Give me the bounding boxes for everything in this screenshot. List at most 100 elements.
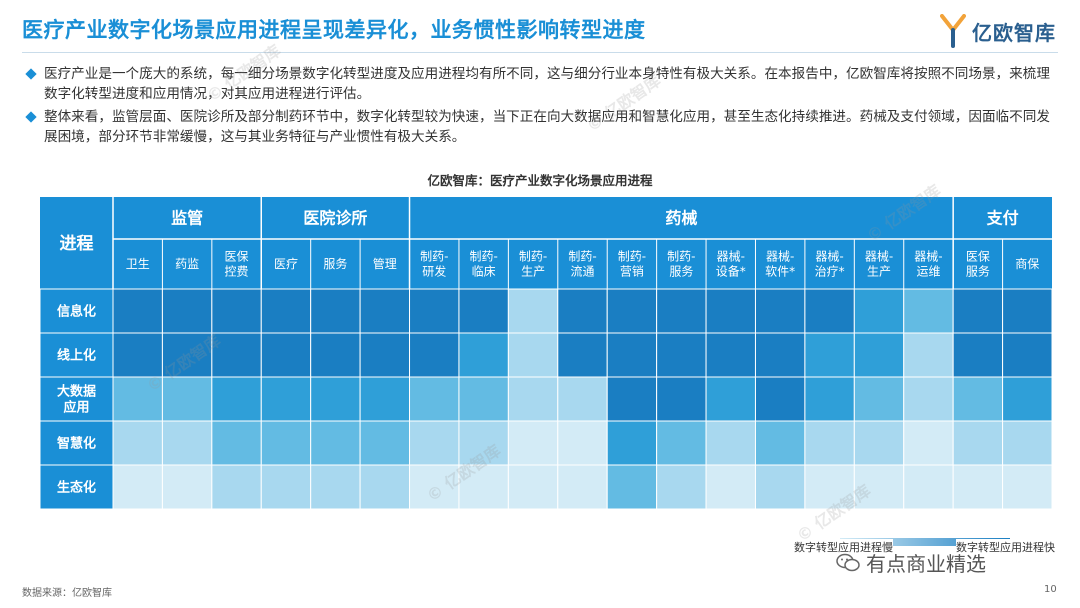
heatmap-cell (606, 376, 658, 422)
color-scale-legend: 数字转型应用进程慢 数字转型应用进程快 (780, 534, 1058, 560)
heatmap-cell (705, 376, 756, 422)
heatmap-cell (1002, 376, 1053, 422)
row-header-cell (39, 420, 114, 466)
heatmap-cell (903, 332, 954, 378)
heatmap-cell (557, 464, 608, 510)
heatmap-cell (952, 420, 1004, 466)
row-header-label: 信息化 (57, 304, 96, 320)
heatmap-cell (656, 376, 707, 422)
heatmap-cell (161, 288, 213, 334)
heatmap-cell (853, 288, 905, 334)
data-source: 数据来源：亿欧智库 (22, 588, 112, 599)
group-header-label: 监管 (171, 209, 203, 228)
column-header-label: 医保控费 (225, 250, 249, 279)
heatmap-cell (310, 288, 361, 334)
heatmap-cell (606, 288, 658, 334)
bullet-text: 整体来看，监管层面、医院诊所及部分制药环节中，数字化转型较为快速，当下正在向大数… (44, 109, 1050, 145)
heatmap-cell (260, 464, 312, 510)
heatmap-cell (705, 420, 756, 466)
heatmap-cell (211, 288, 262, 334)
heatmap-cell (458, 464, 509, 510)
row-header-label: 智慧化 (57, 436, 96, 452)
heatmap-cell (359, 464, 411, 510)
corner-label: 进程 (60, 234, 94, 254)
column-header-label: 医保服务 (966, 250, 990, 279)
heatmap-cell (409, 376, 460, 422)
heatmap-cell (359, 420, 411, 466)
heatmap-cell (557, 288, 608, 334)
column-header-label: 医疗 (274, 257, 298, 271)
group-header-label: 支付 (986, 209, 1019, 228)
heatmap-cell (656, 420, 707, 466)
heatmap-cell (359, 288, 411, 334)
table-header-bg (40, 197, 1052, 289)
legend-gradient-bar (840, 538, 1010, 546)
column-header-label: 器械-设备* (716, 249, 746, 279)
heatmap-cell (705, 464, 756, 510)
heatmap-cell (606, 464, 658, 510)
heatmap-cell (606, 332, 658, 378)
row-header-label: 大数据应用 (57, 383, 96, 415)
heatmap-cell (458, 376, 509, 422)
heatmap-cell (1002, 288, 1053, 334)
column-header-label: 服务 (323, 256, 347, 271)
heatmap-cell (112, 376, 163, 422)
column-header-label: 制药-临床 (469, 250, 497, 279)
bullet-item: 整体来看，监管层面、医院诊所及部分制药环节中，数字化转型较为快速，当下正在向大数… (25, 107, 1062, 147)
heatmap-cell (952, 376, 1004, 422)
heatmap-cell (310, 464, 361, 510)
heatmap-cell (161, 420, 213, 466)
heatmap-cell (656, 288, 707, 334)
heatmap-cell (112, 288, 163, 334)
heatmap-cell (1002, 464, 1053, 510)
wechat-icon (836, 553, 860, 571)
heatmap-cell (161, 332, 213, 378)
heatmap-cell (409, 332, 460, 378)
heatmap-cell (211, 332, 262, 378)
brand-logo: 亿欧智库 (940, 14, 1056, 48)
heatmap-cell (754, 420, 806, 466)
row-header-cell (39, 376, 114, 422)
heatmap-cell (310, 420, 361, 466)
heatmap-cell (804, 376, 855, 422)
heatmap-cell (952, 332, 1004, 378)
heatmap-cell (112, 332, 163, 378)
heatmap-cell (952, 288, 1004, 334)
column-header-label: 卫生 (126, 257, 150, 271)
page-number: 10 (1044, 584, 1057, 595)
group-header-label: 医院诊所 (303, 209, 367, 228)
heatmap-cell (1002, 420, 1053, 466)
heatmap-cell (754, 464, 806, 510)
column-header-label: 药监 (175, 257, 199, 271)
heatmap-cell (507, 376, 559, 422)
heatmap-cell (903, 288, 954, 334)
heatmap-cell (705, 288, 756, 334)
heatmap-cell (260, 376, 312, 422)
group-header-label: 药械 (665, 209, 697, 228)
column-header-label: 器械-生产 (865, 249, 893, 279)
column-header-label: 制药-服务 (667, 250, 695, 279)
page-title: 医疗产业数字化场景应用进程呈现差异化，业务惯性影响转型进度 (22, 18, 646, 42)
heatmap-cell (853, 420, 905, 466)
bullet-text: 医疗产业是一个庞大的系统，每一细分场景数字化转型进度及应用进程均有所不同，这与细… (44, 66, 1050, 102)
row-header-cell (39, 464, 114, 510)
column-header-label: 制药-研发 (420, 250, 448, 279)
row-header-label: 生态化 (57, 480, 96, 496)
heatmap-cell (705, 332, 756, 378)
heatmap-cell (260, 288, 312, 334)
heatmap-cell (458, 332, 509, 378)
heatmap-cell (853, 376, 905, 422)
heatmap-cell (557, 376, 608, 422)
heatmap-cell (754, 332, 806, 378)
row-header-label: 线上化 (57, 348, 96, 364)
heatmap-cell (310, 332, 361, 378)
heatmap-cell (754, 376, 806, 422)
heatmap-cell (507, 332, 559, 378)
heatmap-cell (507, 420, 559, 466)
heatmap-cell (458, 420, 509, 466)
heatmap-cell (804, 288, 855, 334)
heatmap-cell (952, 464, 1004, 510)
heatmap-cell (409, 420, 460, 466)
heatmap-cell (409, 464, 460, 510)
heatmap-cell (161, 464, 213, 510)
